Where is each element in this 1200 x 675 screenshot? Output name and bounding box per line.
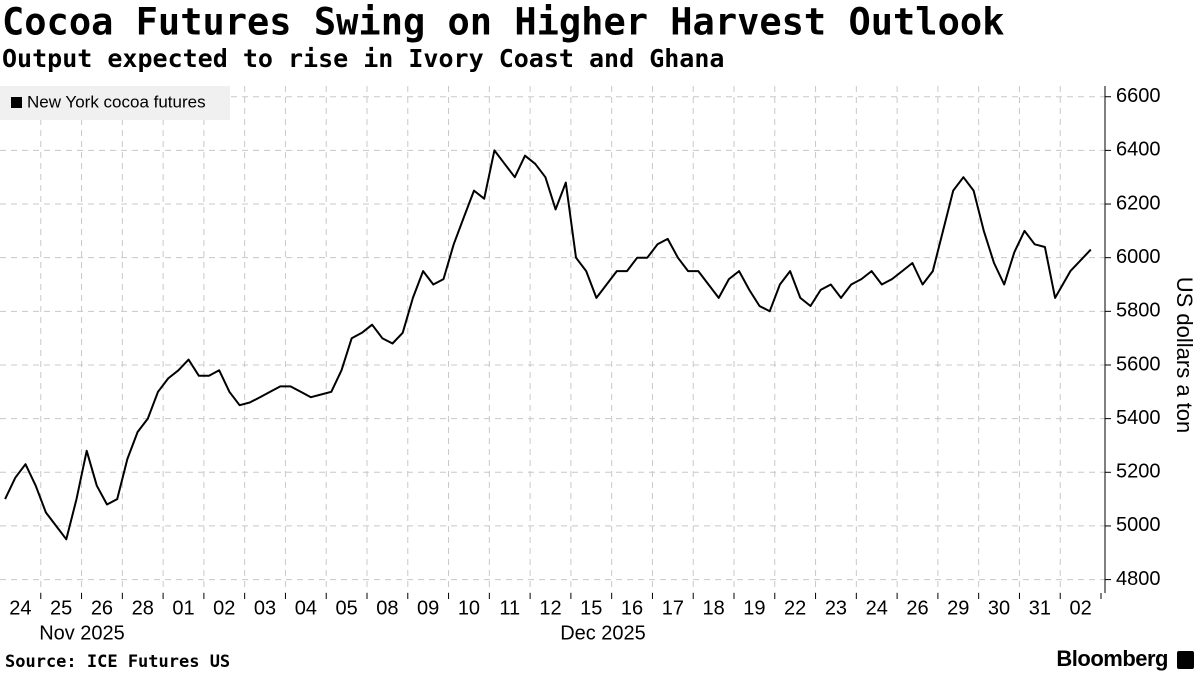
source: Source: ICE Futures US bbox=[5, 652, 230, 672]
x-tick-label: 28 bbox=[132, 597, 154, 619]
chart-subtitle: Output expected to rise in Ivory Coast a… bbox=[2, 44, 724, 73]
x-tick-label: 05 bbox=[335, 597, 357, 619]
x-tick-label: 11 bbox=[499, 597, 520, 619]
y-tick-label: 6600 bbox=[1116, 85, 1161, 107]
y-tick-label: 5400 bbox=[1116, 407, 1161, 429]
x-tick-label: 02 bbox=[1069, 597, 1091, 619]
brand-icon bbox=[1177, 651, 1194, 669]
x-tick-label: 22 bbox=[784, 597, 806, 619]
x-tick-label: 15 bbox=[580, 597, 602, 619]
marks bbox=[4, 149, 1092, 541]
chart-title: Cocoa Futures Swing on Higher Harvest Ou… bbox=[2, 1, 1004, 44]
x-tick-label: 10 bbox=[458, 597, 480, 619]
legend-swatch bbox=[11, 97, 22, 108]
x-tick-label: 09 bbox=[417, 597, 439, 619]
x-tick-label: 12 bbox=[539, 597, 561, 619]
y-tick-label: 5600 bbox=[1116, 353, 1161, 375]
month-label: Dec 2025 bbox=[560, 622, 646, 644]
y-tick-label: 5000 bbox=[1116, 514, 1161, 536]
x-tick-label: 25 bbox=[50, 597, 72, 619]
x-tick-label: 26 bbox=[906, 597, 928, 619]
x-tick-label: 30 bbox=[988, 597, 1010, 619]
x-tick-label: 08 bbox=[376, 597, 398, 619]
y-tick-label: 6200 bbox=[1116, 192, 1161, 214]
x-tick-label: 16 bbox=[621, 597, 643, 619]
x-tick-label: 03 bbox=[254, 597, 276, 619]
brand: Bloomberg bbox=[1056, 646, 1168, 671]
x-tick-label: 24 bbox=[9, 597, 31, 619]
x-tick-label: 19 bbox=[743, 597, 765, 619]
x-tick-label: 04 bbox=[295, 597, 317, 619]
y-axis-label: US dollars a ton bbox=[1172, 277, 1197, 434]
x-tick-label: 31 bbox=[1029, 597, 1051, 619]
legend-box bbox=[0, 86, 230, 120]
x-tick-label: 18 bbox=[702, 597, 724, 619]
y-tick-label: 6000 bbox=[1116, 246, 1161, 268]
x-tick-label: 17 bbox=[662, 597, 684, 619]
y-tick-label: 4800 bbox=[1116, 568, 1161, 590]
month-label: Nov 2025 bbox=[39, 622, 125, 644]
x-tick-label: 29 bbox=[947, 597, 969, 619]
x-tick-label: 02 bbox=[213, 597, 235, 619]
y-tick-label: 5800 bbox=[1116, 300, 1161, 322]
y-tick-label: 5200 bbox=[1116, 461, 1161, 483]
x-tick-label: 23 bbox=[825, 597, 847, 619]
x-tick-label: 26 bbox=[91, 597, 113, 619]
price-line bbox=[4, 149, 1092, 541]
x-tick-label: 24 bbox=[866, 597, 888, 619]
x-tick-label: 01 bbox=[172, 597, 194, 619]
legend-label: New York cocoa futures bbox=[27, 92, 206, 111]
grid bbox=[0, 86, 1111, 599]
y-tick-label: 6400 bbox=[1116, 139, 1161, 161]
